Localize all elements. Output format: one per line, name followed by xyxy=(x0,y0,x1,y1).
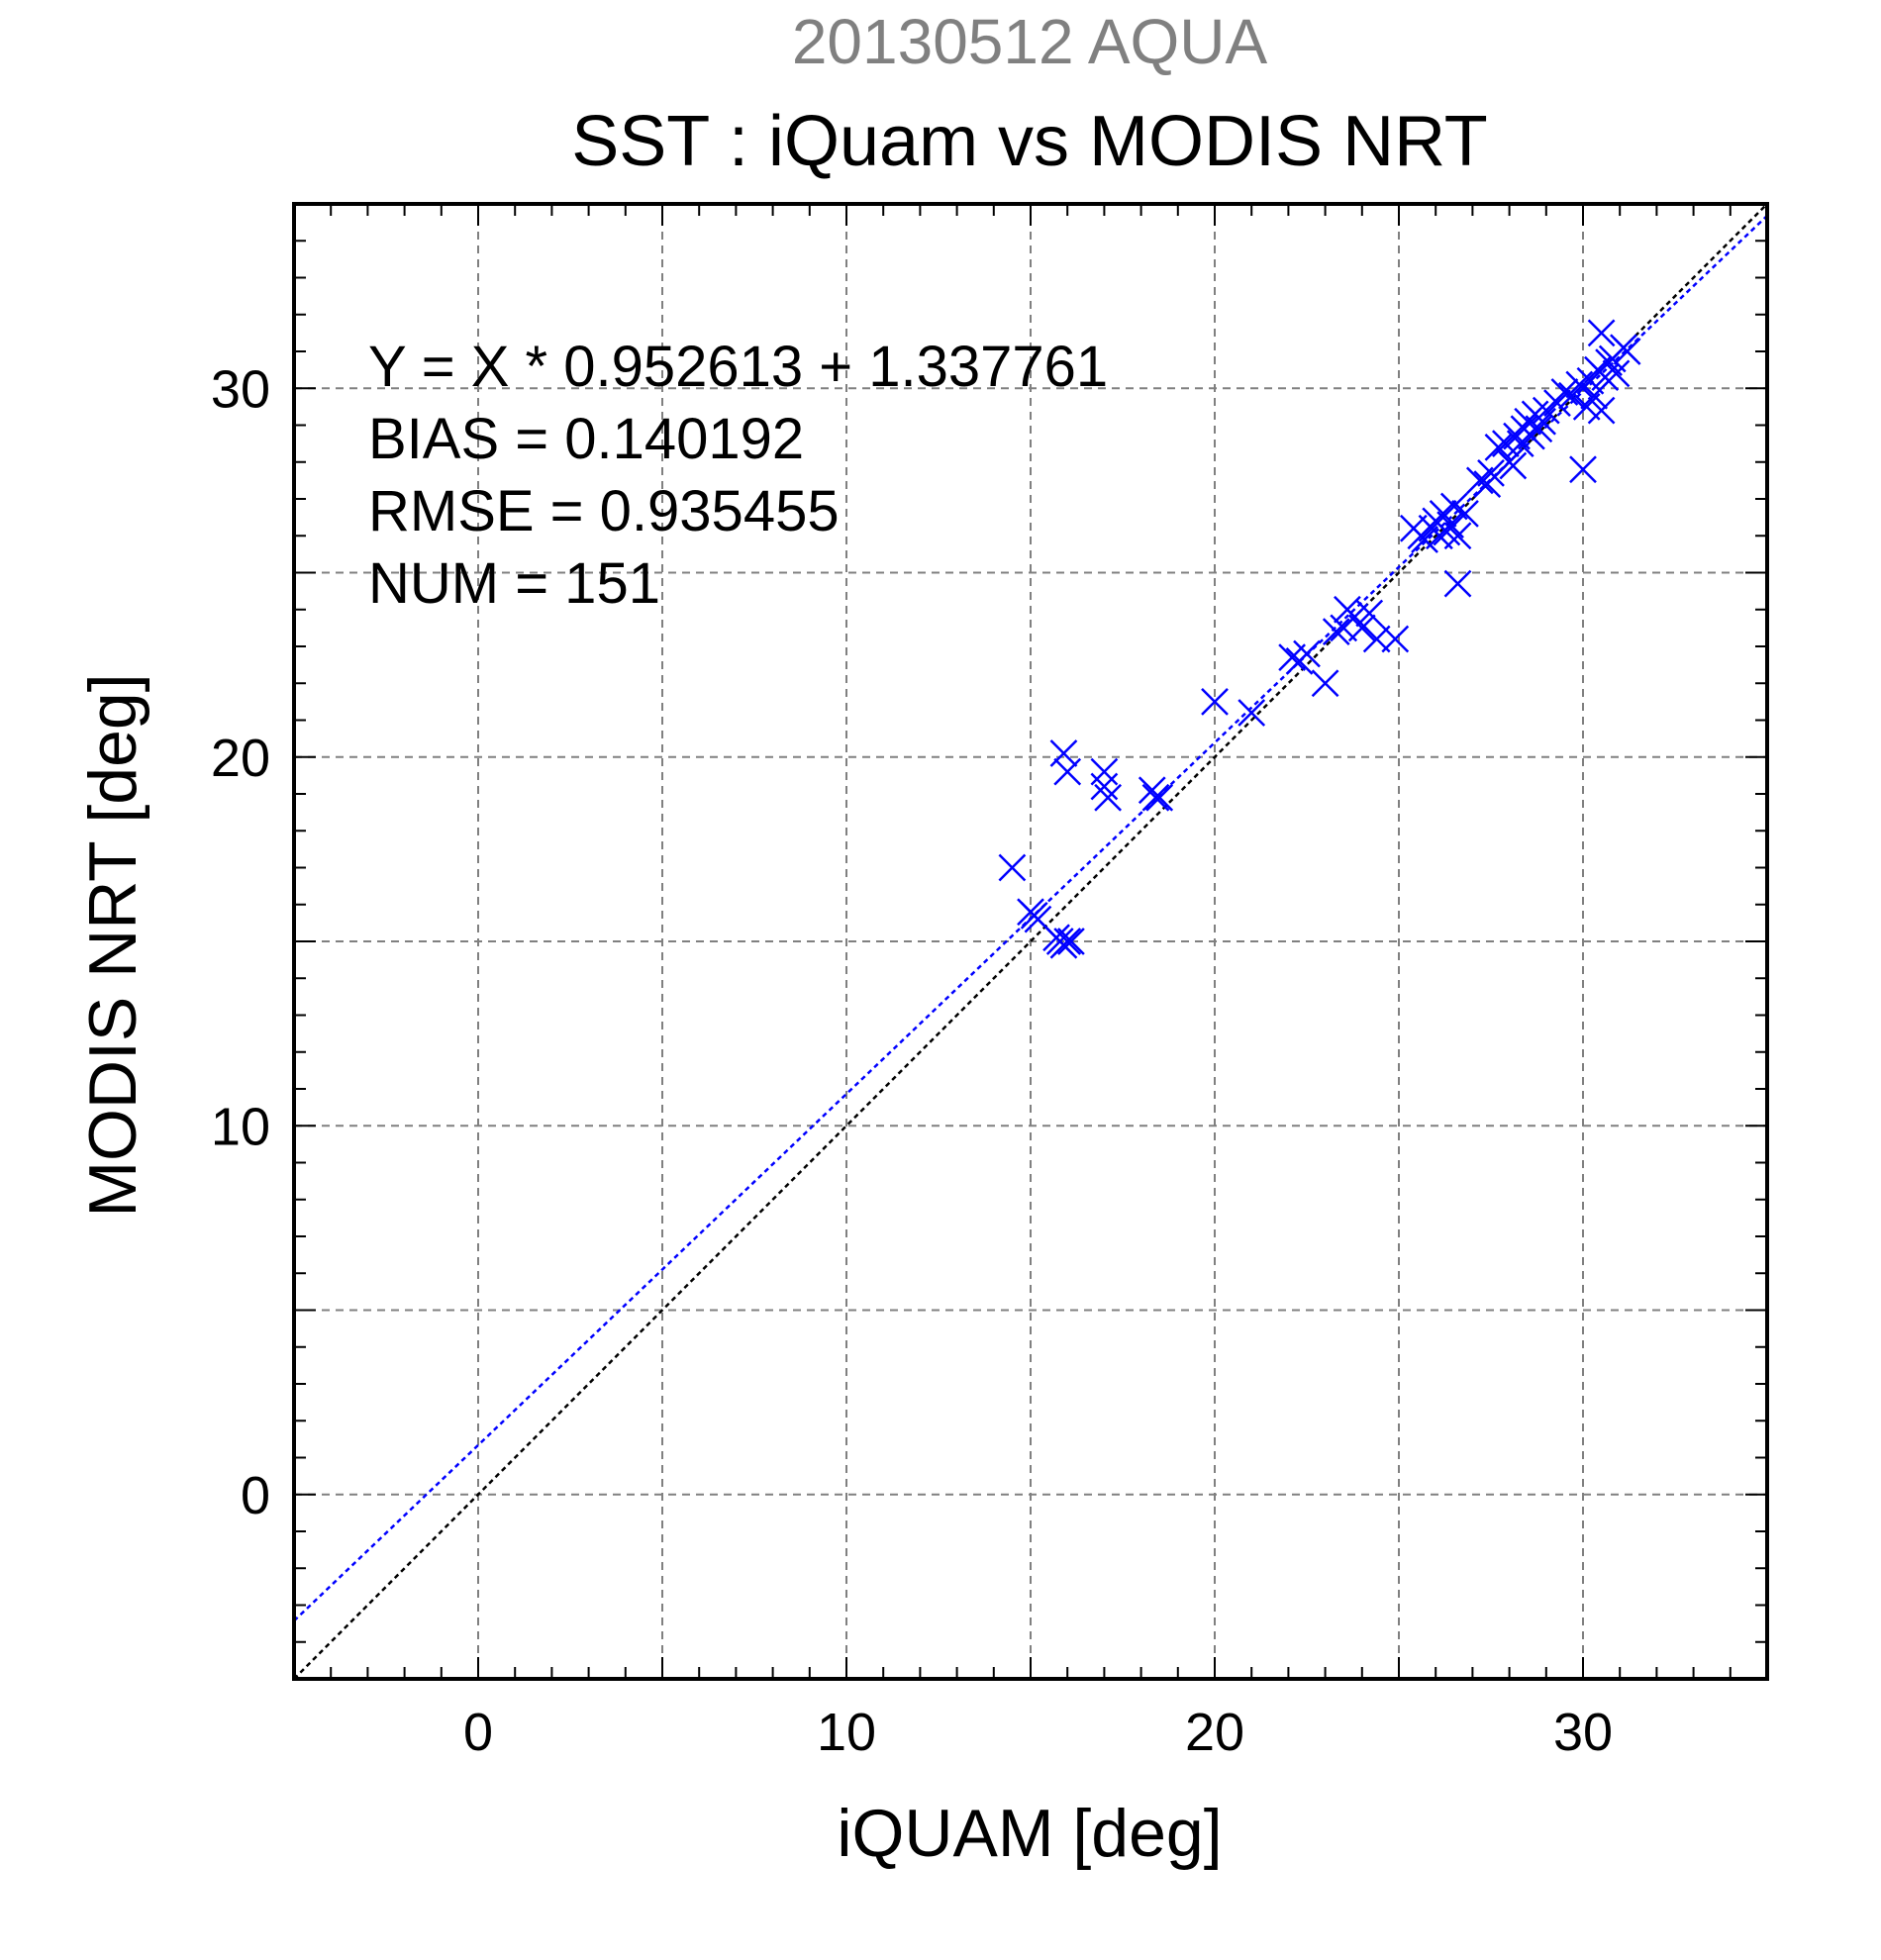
x-tick-label: 10 xyxy=(817,1703,876,1762)
data-point xyxy=(1090,772,1119,801)
y-tick-label: 0 xyxy=(241,1466,270,1525)
data-point xyxy=(1484,433,1513,461)
x-axis-label: iQUAM [deg] xyxy=(837,1796,1222,1871)
tick-labels: 0 10 20 30 0 10 20 30 xyxy=(211,359,1613,1762)
data-point xyxy=(1580,381,1609,410)
data-point xyxy=(998,853,1027,882)
data-point xyxy=(1053,757,1082,786)
data-point xyxy=(1525,415,1553,443)
data-point xyxy=(1613,338,1641,365)
data-point xyxy=(1451,500,1479,528)
x-tick-label: 20 xyxy=(1185,1703,1244,1762)
data-point xyxy=(1550,378,1579,406)
x-tick-label: 0 xyxy=(463,1703,493,1762)
data-point xyxy=(1355,599,1384,628)
data-point xyxy=(1053,928,1082,955)
data-point xyxy=(1569,455,1597,484)
data-point xyxy=(1201,687,1229,716)
grid xyxy=(294,204,1767,1679)
stats-line: RMSE = 0.935455 xyxy=(368,479,840,543)
data-point xyxy=(1145,783,1174,812)
chart-title: SST : iQuam vs MODIS NRT xyxy=(571,102,1488,181)
x-tick-label: 30 xyxy=(1553,1703,1613,1762)
stats-annotation: Y = X * 0.952613 + 1.337761 BIAS = 0.1401… xyxy=(368,335,1108,616)
data-point xyxy=(1311,669,1339,698)
data-point xyxy=(1443,569,1472,598)
data-point xyxy=(1347,614,1376,642)
data-point xyxy=(1049,739,1078,767)
data-point xyxy=(1238,699,1266,727)
chart-suptitle: 20130512 AQUA xyxy=(792,6,1268,77)
data-point xyxy=(1587,319,1616,347)
y-tick-label: 20 xyxy=(211,729,270,788)
data-point xyxy=(1293,639,1321,668)
data-point xyxy=(1477,459,1505,487)
data-point xyxy=(1565,370,1594,399)
data-point xyxy=(1602,359,1631,388)
data-point xyxy=(1473,470,1502,498)
data-point xyxy=(1443,522,1472,550)
stats-line: NUM = 151 xyxy=(368,551,660,616)
data-point xyxy=(1094,783,1123,812)
data-point xyxy=(1499,451,1528,480)
data-point xyxy=(1057,928,1085,955)
data-point xyxy=(1381,625,1410,653)
data-point xyxy=(1587,396,1616,425)
y-axis-label: MODIS NRT [deg] xyxy=(75,673,150,1217)
data-point xyxy=(1090,757,1119,786)
data-point xyxy=(1529,407,1556,436)
data-point xyxy=(1141,783,1170,812)
stats-line: BIAS = 0.140192 xyxy=(368,407,804,471)
y-tick-label: 10 xyxy=(211,1097,270,1156)
y-tick-label: 30 xyxy=(211,359,270,419)
data-point xyxy=(1322,618,1350,645)
data-points xyxy=(998,319,1641,959)
axis-ticks xyxy=(294,204,1767,1679)
stats-line: Y = X * 0.952613 + 1.337761 xyxy=(368,335,1108,399)
